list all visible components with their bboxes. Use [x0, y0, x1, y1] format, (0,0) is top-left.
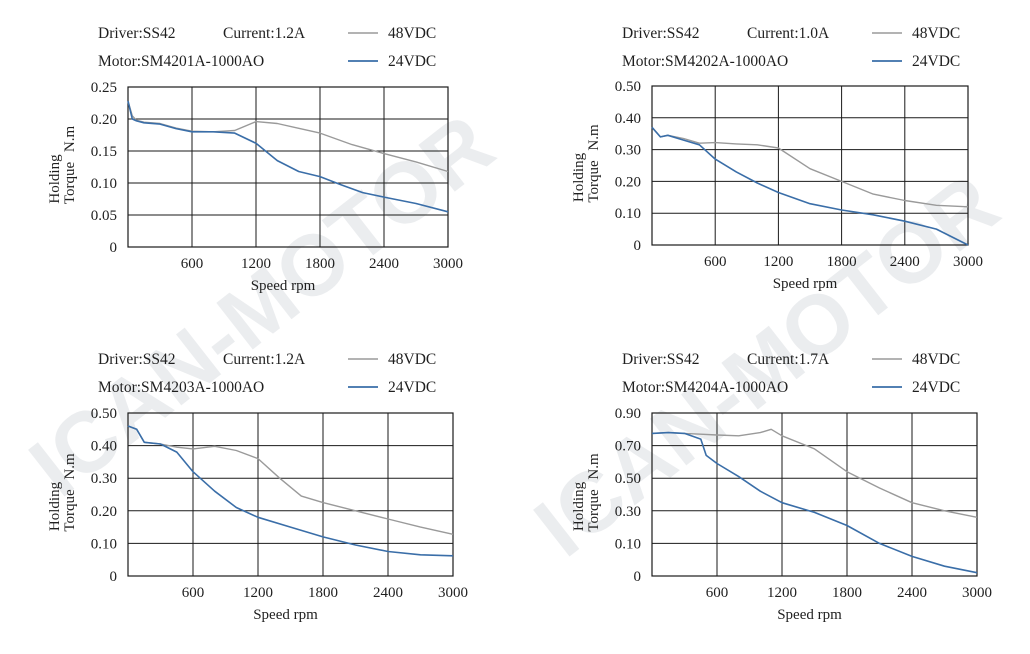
current-label: Current:1.2A [223, 351, 306, 368]
legend-label-48vdc: 48VDC [912, 351, 960, 368]
y-tick-label: 0.10 [615, 536, 641, 552]
series-line-48VDC [651, 428, 978, 518]
series-line-24VDC [651, 126, 969, 246]
torque-chart-4: 0 0.10 0.30 0.50 0.70 0.90 600 1200 1800 2400 3000… [571, 351, 992, 623]
y-axis-label-part: Torque [62, 162, 78, 205]
x-tick-label: 1800 [308, 585, 338, 601]
x-tick-label: 600 [181, 256, 204, 272]
driver-label: Driver:SS42 [98, 25, 176, 42]
x-tick-label: 1200 [243, 585, 273, 601]
y-axis-label-part: Holding [47, 154, 63, 204]
x-tick-label: 1800 [305, 256, 335, 272]
x-tick-label: 1800 [832, 585, 862, 601]
y-axis-label: Holding Torque N.m [47, 453, 78, 532]
x-axis-label: Speed rpm [253, 607, 318, 623]
watermark-layer: ICAN-MOTOR ICAN-MOTOR [13, 96, 1016, 575]
y-tick-label: 0.10 [615, 206, 641, 222]
y-axis-label: Holding Torque N.m [47, 126, 78, 205]
y-axis-label-part: Holding [571, 481, 587, 531]
legend-label-24vdc: 24VDC [912, 53, 960, 70]
y-tick-label: 0.15 [91, 144, 117, 160]
series-line-24VDC [651, 431, 978, 574]
y-axis-label-part: Torque [586, 489, 602, 532]
x-tick-label: 1800 [827, 254, 857, 270]
y-axis-label-part: Torque [586, 160, 602, 203]
current-label: Current:1.7A [747, 351, 830, 368]
driver-label: Driver:SS42 [622, 351, 700, 368]
y-axis-label-part: Torque [62, 489, 78, 532]
y-axis-label: Holding Torque N.m [571, 453, 602, 532]
y-tick-label: 0.40 [91, 439, 117, 455]
x-tick-label: 600 [182, 585, 205, 601]
y-axis-label-part: N.m [62, 453, 78, 480]
x-tick-label: 3000 [962, 585, 992, 601]
x-tick-label: 1200 [767, 585, 797, 601]
torque-chart-2: 0 0.10 0.20 0.30 0.40 0.50 600 1200 1800 2400 3000… [571, 25, 983, 292]
y-tick-label: 0 [110, 569, 118, 585]
series-line-24VDC [127, 425, 454, 557]
series-line-48VDC [127, 425, 454, 535]
y-tick-label: 0.30 [615, 143, 641, 159]
x-tick-label: 600 [704, 254, 727, 270]
y-tick-label: 0.50 [615, 471, 641, 487]
legend-label-48vdc: 48VDC [388, 25, 436, 42]
y-tick-label: 0.50 [91, 406, 117, 422]
legend-label-24vdc: 24VDC [388, 53, 436, 70]
legend-label-48vdc: 48VDC [388, 351, 436, 368]
y-tick-label: 0.20 [615, 174, 641, 190]
legend-label-24vdc: 24VDC [912, 379, 960, 396]
legend-label-24vdc: 24VDC [388, 379, 436, 396]
y-tick-label: 0 [110, 240, 118, 256]
y-axis-label-part: Holding [571, 152, 587, 202]
plot-frame [127, 412, 454, 577]
x-tick-label: 600 [706, 585, 729, 601]
motor-label: Motor:SM4201A-1000AO [98, 53, 264, 70]
y-tick-label: 0 [634, 238, 642, 254]
x-axis-label: Speed rpm [251, 278, 316, 294]
y-tick-label: 0.10 [91, 536, 117, 552]
y-axis-label-part: N.m [586, 453, 602, 480]
y-tick-label: 0 [634, 569, 642, 585]
y-axis-label-part: N.m [62, 126, 78, 153]
x-tick-label: 2400 [897, 585, 927, 601]
y-tick-label: 0.20 [91, 112, 117, 128]
torque-chart-3: 0 0.10 0.20 0.30 0.40 0.50 600 1200 1800 2400 3000… [47, 351, 468, 623]
x-tick-label: 2400 [373, 585, 403, 601]
current-label: Current:1.2A [223, 25, 306, 42]
y-tick-label: 0.30 [91, 471, 117, 487]
watermark-text: ICAN-MOTOR [13, 96, 511, 515]
motor-label: Motor:SM4202A-1000AO [622, 53, 788, 70]
series-line-24VDC [127, 100, 449, 213]
x-tick-label: 2400 [890, 254, 920, 270]
legend-label-48vdc: 48VDC [912, 25, 960, 42]
y-axis-label: Holding Torque N.m [571, 124, 602, 203]
current-label: Current:1.0A [747, 25, 830, 42]
y-tick-label: 0.25 [91, 80, 117, 96]
driver-label: Driver:SS42 [98, 351, 176, 368]
x-tick-label: 3000 [438, 585, 468, 601]
y-axis-label-part: N.m [586, 124, 602, 151]
y-tick-label: 0.20 [91, 504, 117, 520]
y-tick-label: 0.50 [615, 79, 641, 95]
x-tick-label: 1200 [241, 256, 271, 272]
x-tick-label: 2400 [369, 256, 399, 272]
motor-label: Motor:SM4204A-1000AO [622, 379, 788, 396]
y-tick-label: 0.40 [615, 111, 641, 127]
x-tick-label: 1200 [763, 254, 793, 270]
y-axis-label-part: Holding [47, 481, 63, 531]
x-axis-label: Speed rpm [773, 276, 838, 292]
torque-chart-1: 0 0.05 0.10 0.15 0.20 0.25 600 1200 1800 2400 3000… [47, 25, 463, 294]
x-axis-label: Speed rpm [777, 607, 842, 623]
motor-label: Motor:SM4203A-1000AO [98, 379, 264, 396]
x-tick-label: 3000 [433, 256, 463, 272]
x-tick-label: 3000 [953, 254, 983, 270]
y-tick-label: 0.90 [615, 406, 641, 422]
y-tick-label: 0.05 [91, 208, 117, 224]
y-tick-label: 0.10 [91, 176, 117, 192]
y-tick-label: 0.70 [615, 439, 641, 455]
driver-label: Driver:SS42 [622, 25, 700, 42]
y-tick-label: 0.30 [615, 504, 641, 520]
